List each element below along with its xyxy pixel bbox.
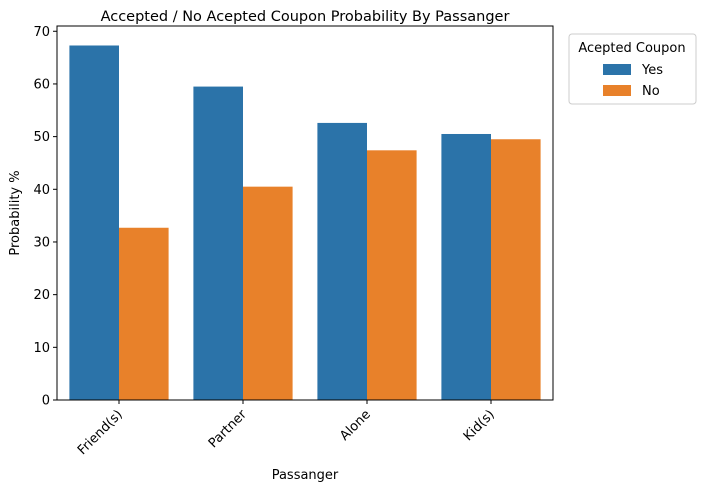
x-axis-label: Passanger — [272, 468, 339, 483]
legend-items: Yes No — [603, 63, 663, 99]
x-tick-label: Partner — [206, 407, 250, 451]
y-tick-label: 50 — [33, 130, 50, 145]
bar-no-4 — [491, 139, 541, 400]
legend: Acepted Coupon Yes No — [568, 33, 697, 105]
legend-swatch-no — [603, 85, 631, 96]
y-tick-label: 0 — [42, 394, 50, 409]
x-tick-label: Friend(s) — [75, 407, 126, 458]
legend-title: Acepted Coupon — [578, 41, 685, 56]
bar-yes-1 — [69, 45, 119, 400]
y-axis-ticks: 0 10 20 30 40 50 60 70 — [33, 25, 57, 409]
y-tick-label: 30 — [33, 235, 50, 250]
legend-label-no: No — [642, 84, 660, 99]
y-tick-label: 70 — [33, 25, 50, 40]
y-tick-label: 20 — [33, 288, 50, 303]
x-tick-label: Alone — [337, 407, 374, 444]
bar-no-2 — [243, 186, 293, 400]
bar-no-1 — [119, 227, 169, 400]
x-tick-label: Kid(s) — [461, 407, 498, 444]
y-axis-label: Probability % — [8, 170, 23, 255]
bar-yes-4 — [441, 133, 491, 401]
bar-no-3 — [367, 150, 417, 400]
y-tick-label: 10 — [33, 341, 50, 356]
legend-box — [568, 33, 697, 105]
bar-yes-2 — [193, 86, 243, 401]
bar-yes-3 — [317, 122, 367, 400]
chart-title: Accepted / No Acepted Coupon Probability… — [101, 9, 510, 25]
legend-label-yes: Yes — [641, 63, 663, 78]
y-tick-label: 40 — [33, 183, 50, 198]
bars-group — [69, 45, 541, 401]
legend-swatch-yes — [603, 64, 631, 75]
plot-frame — [56, 25, 554, 401]
y-tick-label: 60 — [33, 77, 50, 92]
x-axis-ticks: Friend(s) Partner Alone Kid(s) — [75, 400, 498, 458]
